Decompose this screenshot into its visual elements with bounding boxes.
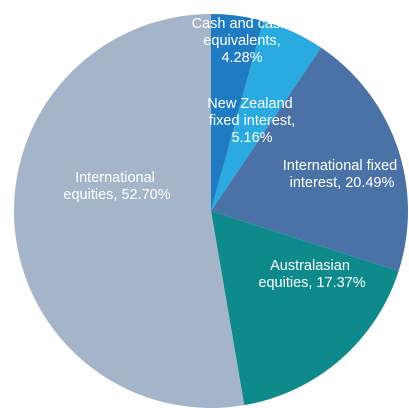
pie-slice (211, 211, 399, 406)
slice-label: Cash and cash equivalents, 4.28% (192, 16, 289, 66)
pie-slice (211, 14, 264, 211)
pie-slice (211, 47, 409, 272)
slice-label: Australasian equities, 17.37% (254, 258, 365, 291)
slice-label: International fixed interest, 20.49% (283, 158, 397, 191)
slice-label: New Zealand fixed interest, 5.16% (205, 96, 295, 146)
pie-slice (211, 21, 322, 212)
slice-label: International equities, 52.70% (59, 170, 170, 203)
pie-slice (14, 14, 245, 408)
